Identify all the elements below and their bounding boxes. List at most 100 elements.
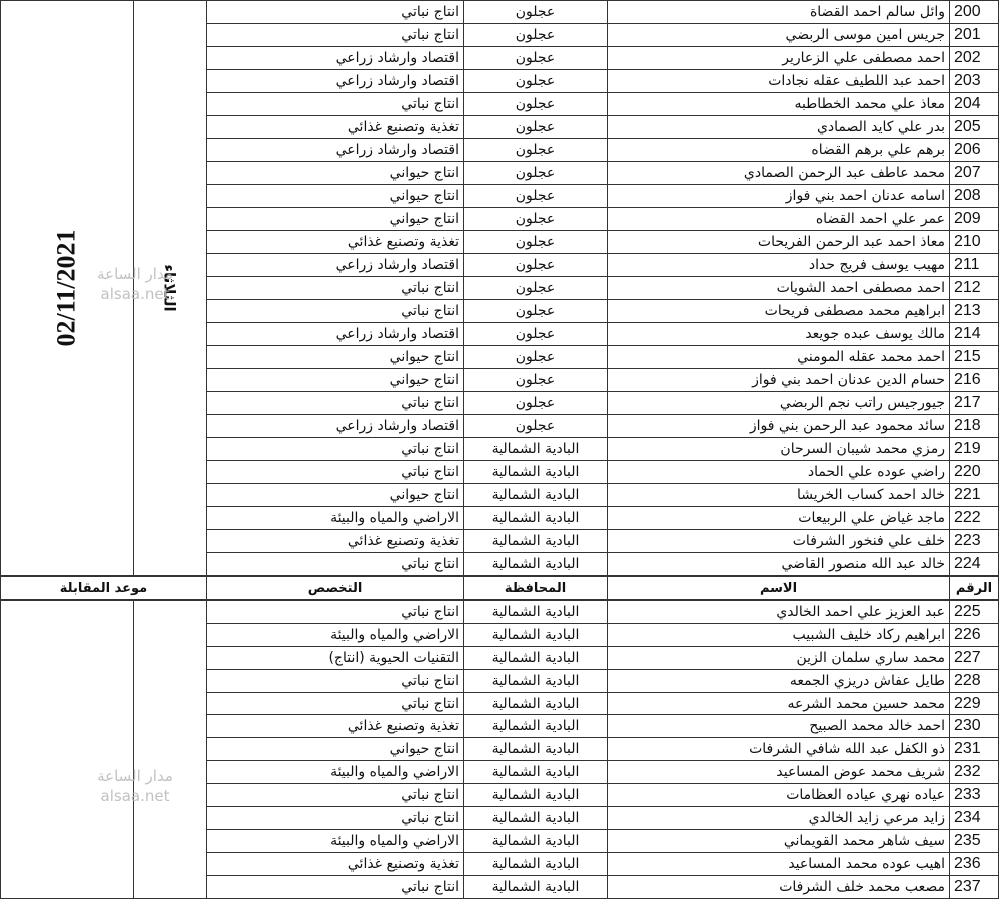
table-row: 220 راضي عوده علي الحماد البادية الشمالية ا… [1,460,999,484]
row-number: 221 [949,483,999,507]
row-specialization: انتاج نباتي [206,460,464,484]
row-governorate: البادية الشمالية [463,668,608,693]
row-governorate: البادية الشمالية [463,622,608,647]
row-name: معاذ علي محمد الخطاطبه [607,92,950,116]
row-governorate: عجلون [463,414,608,438]
row-number: 212 [949,276,999,300]
row-governorate: عجلون [463,391,608,415]
row-specialization: اقتصاد وارشاد زراعي [206,322,464,346]
row-governorate: البادية الشمالية [463,483,608,507]
row-specialization: اقتصاد وارشاد زراعي [206,69,464,93]
row-name: عبد العزيز علي احمد الخالدي [607,599,950,624]
table-row: 226 ابراهيم ركاد خليف الشبيب البادية الشما… [1,622,999,647]
row-number: 235 [949,828,999,853]
row-specialization: انتاج نباتي [206,92,464,116]
row-governorate: عجلون [463,138,608,162]
row-number: 227 [949,645,999,670]
row-name: طايل عفاش دريزي الجمعه [607,668,950,693]
row-name: ابراهيم محمد مصطفى فريحات [607,299,950,323]
row-governorate: عجلون [463,368,608,392]
row-specialization: الاراضي والمياه والبيئة [206,506,464,530]
row-specialization: انتاج حيواني [206,345,464,369]
row-number: 216 [949,368,999,392]
row-governorate: عجلون [463,69,608,93]
row-number: 217 [949,391,999,415]
table-row: 221 خالد احمد كساب الخريشا البادية الشمالي… [1,483,999,507]
row-governorate: البادية الشمالية [463,737,608,762]
table-row: 229 محمد حسين محمد الشرعه البادية الشمالية… [1,691,999,716]
row-specialization: الاراضي والمياه والبيئة [206,760,464,785]
row-name: مصعب محمد خلف الشرفات [607,874,950,899]
row-specialization: انتاج نباتي [206,783,464,808]
row-number: 222 [949,506,999,530]
row-number: 208 [949,184,999,208]
table-row: 231 ذو الكفل عبد الله شافي الشرفات البادية… [1,737,999,762]
table-row: 203 احمد عبد اللطيف عقله نجادات عجلون اقتصا… [1,69,999,93]
row-name: سائد محمود عبد الرحمن بني فواز [607,414,950,438]
row-governorate: عجلون [463,184,608,208]
row-name: حسام الدين عدنان احمد بني فواز [607,368,950,392]
row-name: خالد احمد كساب الخريشا [607,483,950,507]
row-governorate: البادية الشمالية [463,760,608,785]
row-number: 201 [949,23,999,47]
row-specialization: اقتصاد وارشاد زراعي [206,46,464,70]
table-row: 237 مصعب محمد خلف الشرفات البادية الشمالية… [1,874,999,899]
row-number: 215 [949,345,999,369]
row-specialization: الاراضي والمياه والبيئة [206,622,464,647]
row-name: راضي عوده علي الحماد [607,460,950,484]
row-specialization: تغذية وتصنيع غذائي [206,230,464,254]
row-specialization: تغذية وتصنيع غذائي [206,714,464,739]
table-row: 227 محمد ساري سلمان الزين البادية الشمالية… [1,645,999,670]
row-name: احمد مصطفى احمد الشويات [607,276,950,300]
row-name: معاذ احمد عبد الرحمن الفريحات [607,230,950,254]
row-governorate: البادية الشمالية [463,460,608,484]
header-governorate: المحافظة [463,575,608,601]
row-name: محمد عاطف عبد الرحمن الصمادي [607,161,950,185]
interview-date: 02/11/2021 [0,0,134,577]
row-specialization: انتاج نباتي [206,23,464,47]
row-number: 204 [949,92,999,116]
table-row: 232 شريف محمد عوض المساعيد البادية الشمالي… [1,760,999,785]
row-governorate: البادية الشمالية [463,599,608,624]
row-specialization: انتاج نباتي [206,599,464,624]
row-number: 234 [949,806,999,830]
row-governorate: عجلون [463,23,608,47]
row-specialization: انتاج نباتي [206,874,464,899]
row-specialization: انتاج نباتي [206,552,464,577]
row-specialization: انتاج حيواني [206,737,464,762]
row-specialization: تغذية وتصنيع غذائي [206,115,464,139]
row-name: مالك يوسف عبده جويعد [607,322,950,346]
row-governorate: البادية الشمالية [463,714,608,739]
row-name: ابراهيم ركاد خليف الشبيب [607,622,950,647]
row-specialization: الاراضي والمياه والبيئة [206,828,464,853]
row-name: احمد مصطفى علي الزعارير [607,46,950,70]
row-name: مهيب يوسف فريج حداد [607,253,950,277]
row-number: 220 [949,460,999,484]
row-name: ماجد غياض علي الربيعات [607,506,950,530]
row-specialization: انتاج نباتي [206,668,464,693]
row-name: محمد حسين محمد الشرعه [607,691,950,716]
row-name: رمزي محمد شيبان السرحان [607,437,950,461]
row-number: 210 [949,230,999,254]
row-governorate: عجلون [463,115,608,139]
row-specialization: انتاج نباتي [206,806,464,830]
table-row: 223 خلف علي فنخور الشرفات البادية الشمالية… [1,529,999,553]
header-row: الرقم الاسم المحافظة التخصص موعد المقابل… [0,575,999,601]
row-governorate: البادية الشمالية [463,828,608,853]
row-governorate: البادية الشمالية [463,806,608,830]
table-row: 202 احمد مصطفى علي الزعارير عجلون اقتصاد وا… [1,46,999,70]
row-specialization: التقنيات الحيوية (انتاج) [206,645,464,670]
row-governorate: عجلون [463,276,608,300]
row-name: جيورجيس راتب نجم الربضي [607,391,950,415]
row-governorate: عجلون [463,46,608,70]
row-name: سيف شاهر محمد القويماني [607,828,950,853]
table-row: 228 طايل عفاش دريزي الجمعه البادية الشمالي… [1,668,999,693]
table-row: 213 ابراهيم محمد مصطفى فريحات عجلون انتاج ن… [1,299,999,323]
row-number: 233 [949,783,999,808]
row-governorate: البادية الشمالية [463,529,608,553]
row-number: 228 [949,668,999,693]
row-governorate: البادية الشمالية [463,645,608,670]
table-row: 224 خالد عبد الله منصور القاضي البادية الش… [1,552,999,577]
row-specialization: انتاج حيواني [206,184,464,208]
row-specialization: اقتصاد وارشاد زراعي [206,138,464,162]
